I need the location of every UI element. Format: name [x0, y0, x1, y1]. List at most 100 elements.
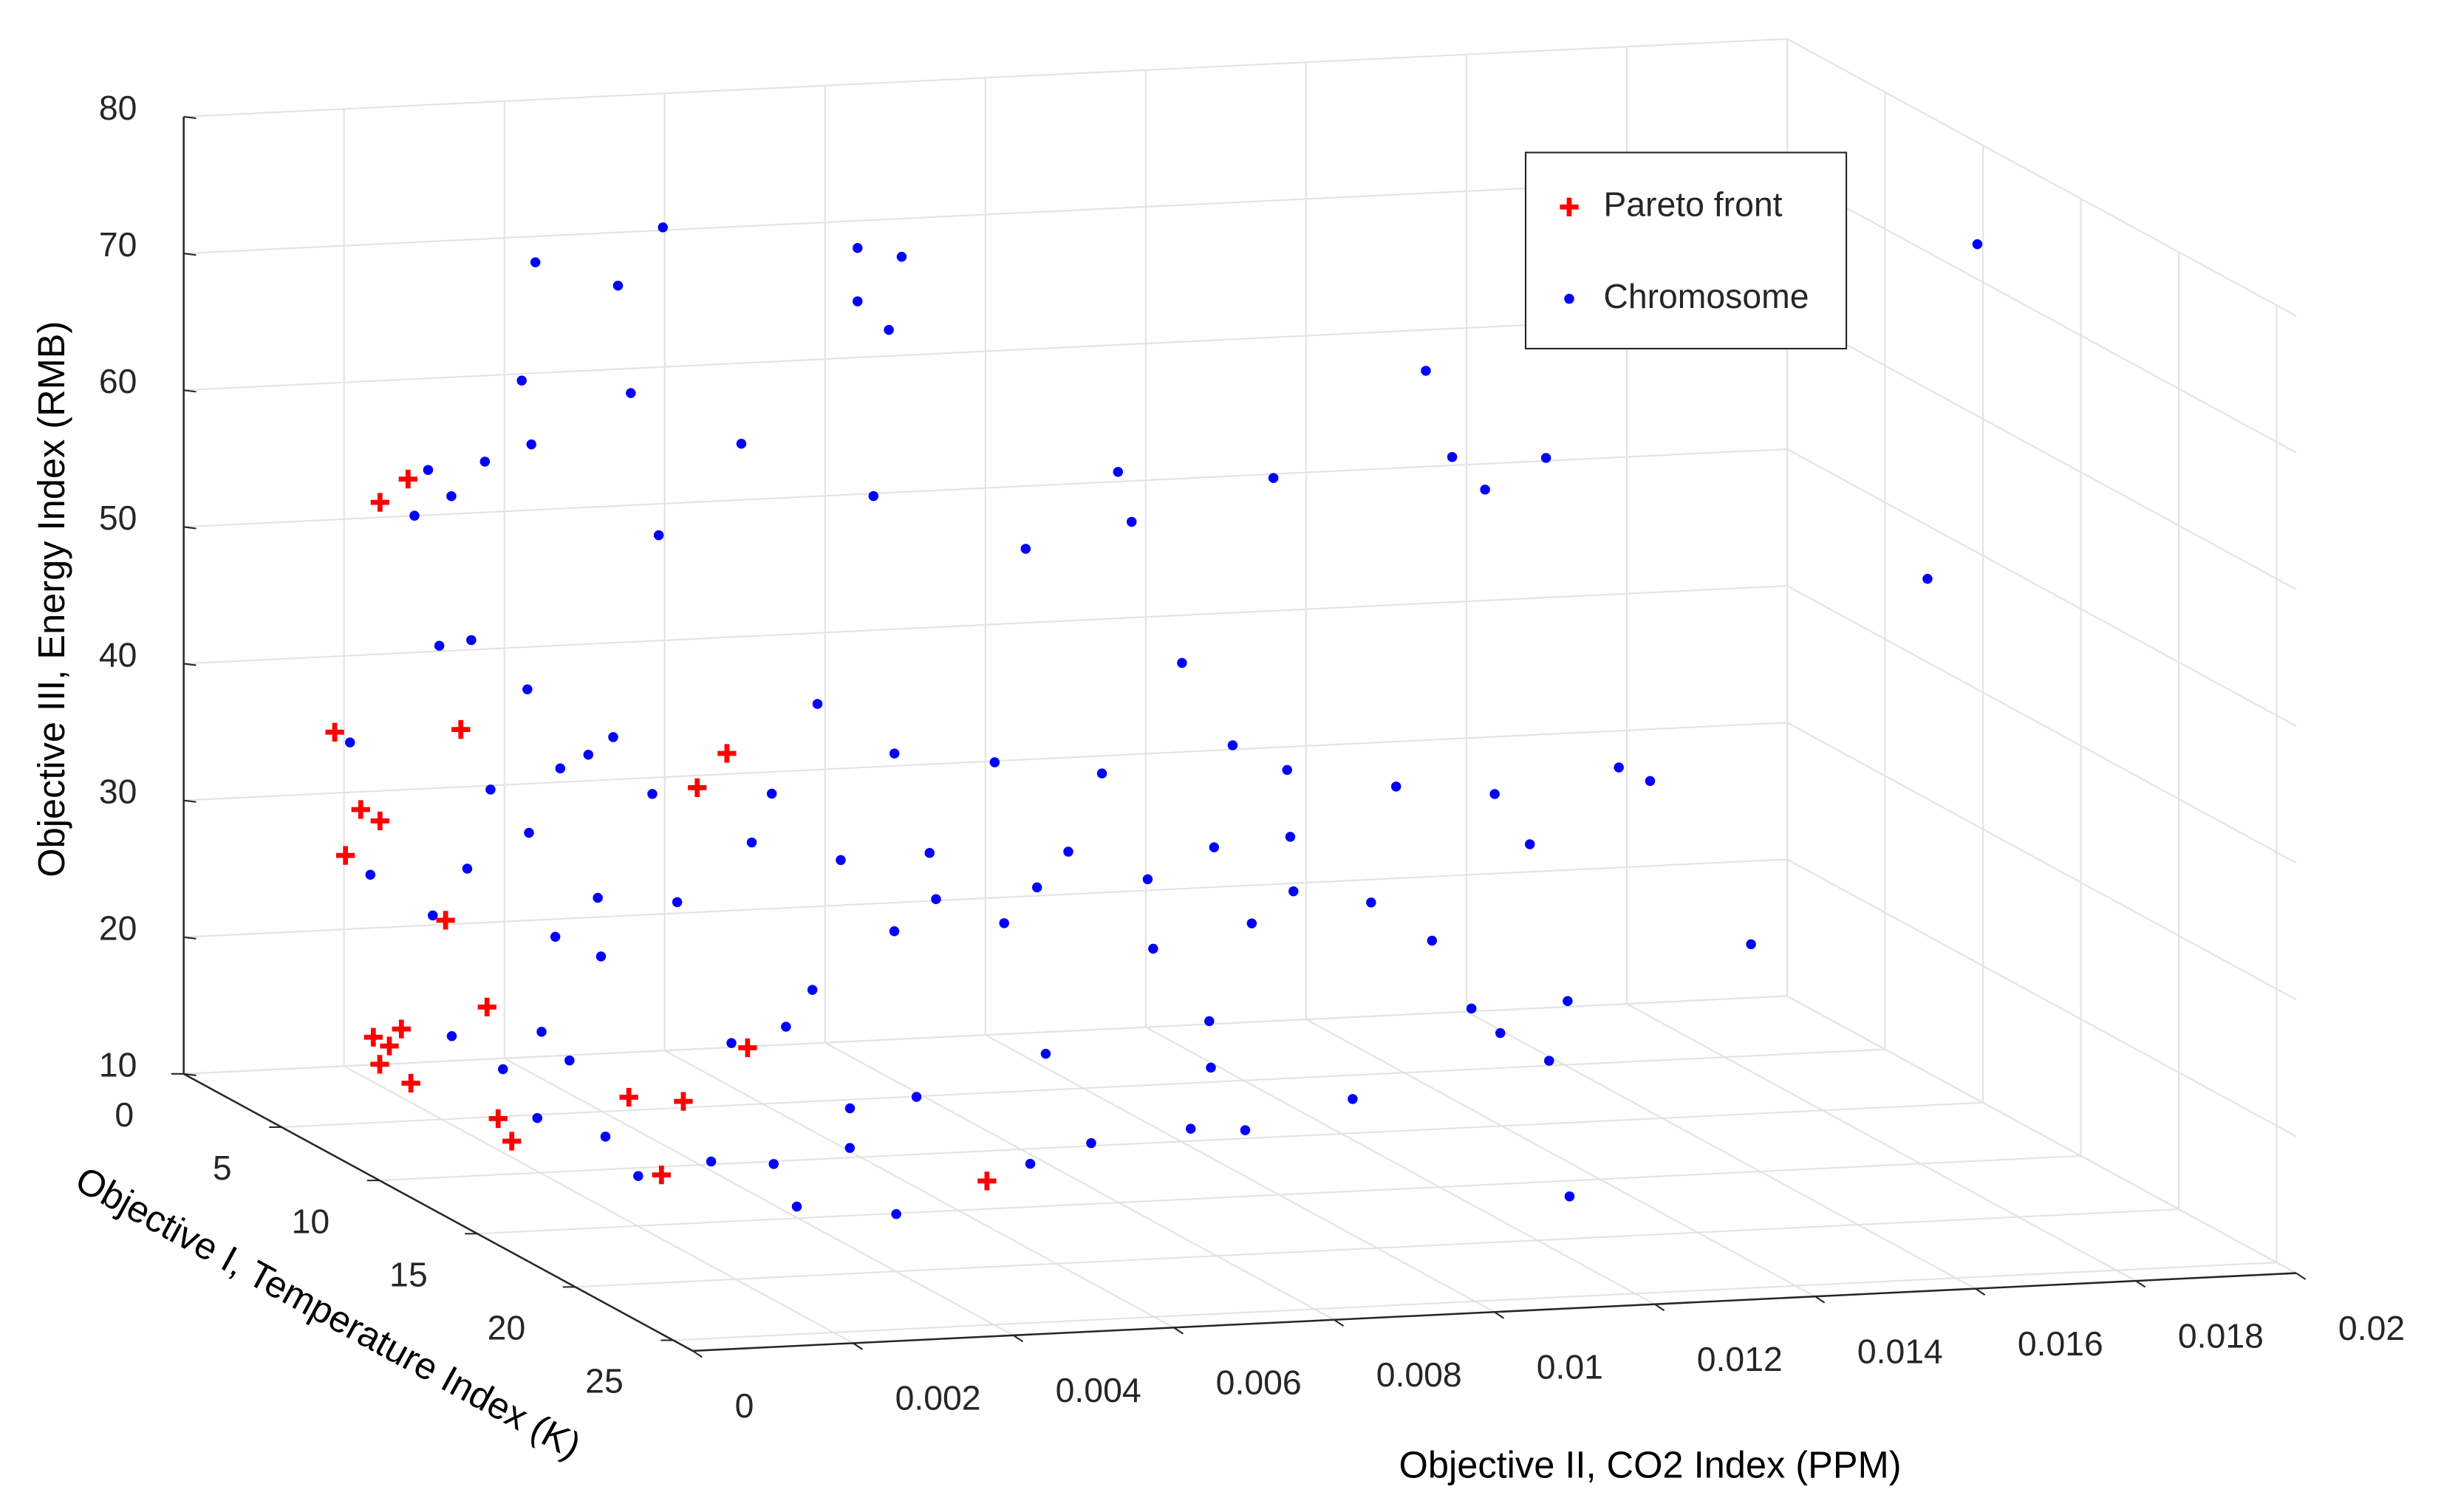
point [672, 897, 683, 908]
point [977, 1171, 997, 1191]
point [1040, 1048, 1051, 1059]
point [595, 951, 607, 962]
z-tick [183, 799, 197, 803]
point [479, 456, 491, 467]
z-axis-title: Objective III, Energy Index (RMB) [30, 321, 72, 878]
point [726, 1038, 737, 1048]
point [911, 1092, 922, 1102]
grid-line [1466, 1010, 1976, 1290]
point [626, 388, 636, 398]
point [344, 737, 355, 748]
point [989, 757, 1000, 767]
z-tick [183, 115, 197, 120]
point [647, 789, 658, 799]
grid-line [183, 448, 1788, 528]
grid-line [379, 1101, 1984, 1182]
point [896, 251, 907, 262]
point [1282, 764, 1292, 776]
grid-line [673, 1262, 2277, 1341]
point [1086, 1138, 1096, 1149]
point [853, 296, 863, 307]
z-tick [183, 253, 197, 256]
point [583, 750, 594, 760]
point [658, 222, 668, 233]
x-tick-label: 0.016 [2018, 1324, 2103, 1363]
point [652, 1165, 671, 1185]
grid-line [1145, 1026, 1656, 1305]
x-tick [692, 1350, 703, 1358]
grid-line [1786, 722, 2297, 1001]
point [1246, 918, 1257, 928]
point [807, 985, 818, 995]
point [1544, 1056, 1554, 1066]
z-tick-label: 30 [99, 772, 137, 810]
point [351, 800, 370, 819]
legend-marker [1560, 197, 1579, 216]
z-tick [183, 936, 197, 940]
point [485, 784, 496, 795]
z-tick-label: 70 [99, 225, 137, 264]
point [1285, 832, 1296, 842]
point [550, 931, 561, 942]
point [401, 1073, 420, 1093]
legend-label: Pareto front [1603, 185, 1782, 223]
y-tick-label: 25 [585, 1362, 624, 1400]
point [1645, 776, 1656, 787]
point [1495, 1027, 1506, 1039]
grid-line [183, 995, 1788, 1075]
x-tick-label: 0.014 [1857, 1332, 1943, 1370]
point [436, 911, 455, 930]
axes: 0 0.002 0.004 0.006 0.008 0.01 0.012 0.014 0.016… [99, 89, 2405, 1425]
legend-label: Chromosome [1603, 277, 1809, 315]
point [530, 257, 541, 267]
point [717, 744, 737, 763]
z-tick-label: 10 [99, 1046, 137, 1084]
point [1020, 544, 1031, 554]
point [1524, 839, 1535, 849]
point [434, 640, 445, 651]
x-tick-label: 0.008 [1376, 1355, 1462, 1394]
x-tick-label: 0.012 [1697, 1340, 1783, 1378]
grid-line [1786, 585, 2297, 864]
x-tick-label: 0.02 [2338, 1309, 2405, 1347]
z-tick-label: 20 [99, 909, 137, 948]
point [736, 438, 747, 449]
grid-line [183, 311, 1788, 391]
legend: Pareto front Chromosome [1524, 151, 1848, 350]
point [526, 439, 537, 450]
point [746, 837, 757, 848]
point [1268, 473, 1279, 483]
legend-box [1524, 151, 1848, 350]
grid [182, 38, 2297, 1352]
grid-line [183, 38, 1788, 118]
point [1185, 1123, 1196, 1134]
point [1288, 886, 1299, 897]
x-tick-label: 0.004 [1056, 1371, 1141, 1409]
x-axis-line [692, 1272, 2297, 1352]
point [380, 1036, 399, 1056]
point [608, 732, 618, 742]
point [1746, 939, 1756, 950]
point [1348, 1094, 1358, 1104]
grid-line [183, 722, 1788, 801]
grid-line [504, 1057, 1014, 1336]
point [791, 1201, 802, 1212]
point [1972, 239, 1983, 250]
point [1614, 762, 1624, 773]
point [889, 748, 900, 759]
point [498, 1064, 508, 1075]
x-tick [1494, 1311, 1505, 1319]
point [889, 926, 900, 937]
x-tick [853, 1342, 863, 1350]
point [781, 1022, 791, 1032]
point [999, 918, 1009, 928]
x-tick [2135, 1280, 2146, 1288]
point [844, 1143, 856, 1153]
z-tick [183, 526, 197, 530]
point [522, 684, 533, 694]
point [653, 530, 664, 541]
x-tick [1654, 1303, 1665, 1312]
x-axis-title: Objective II, CO2 Index (PPM) [1399, 1443, 1902, 1485]
point [593, 892, 603, 903]
